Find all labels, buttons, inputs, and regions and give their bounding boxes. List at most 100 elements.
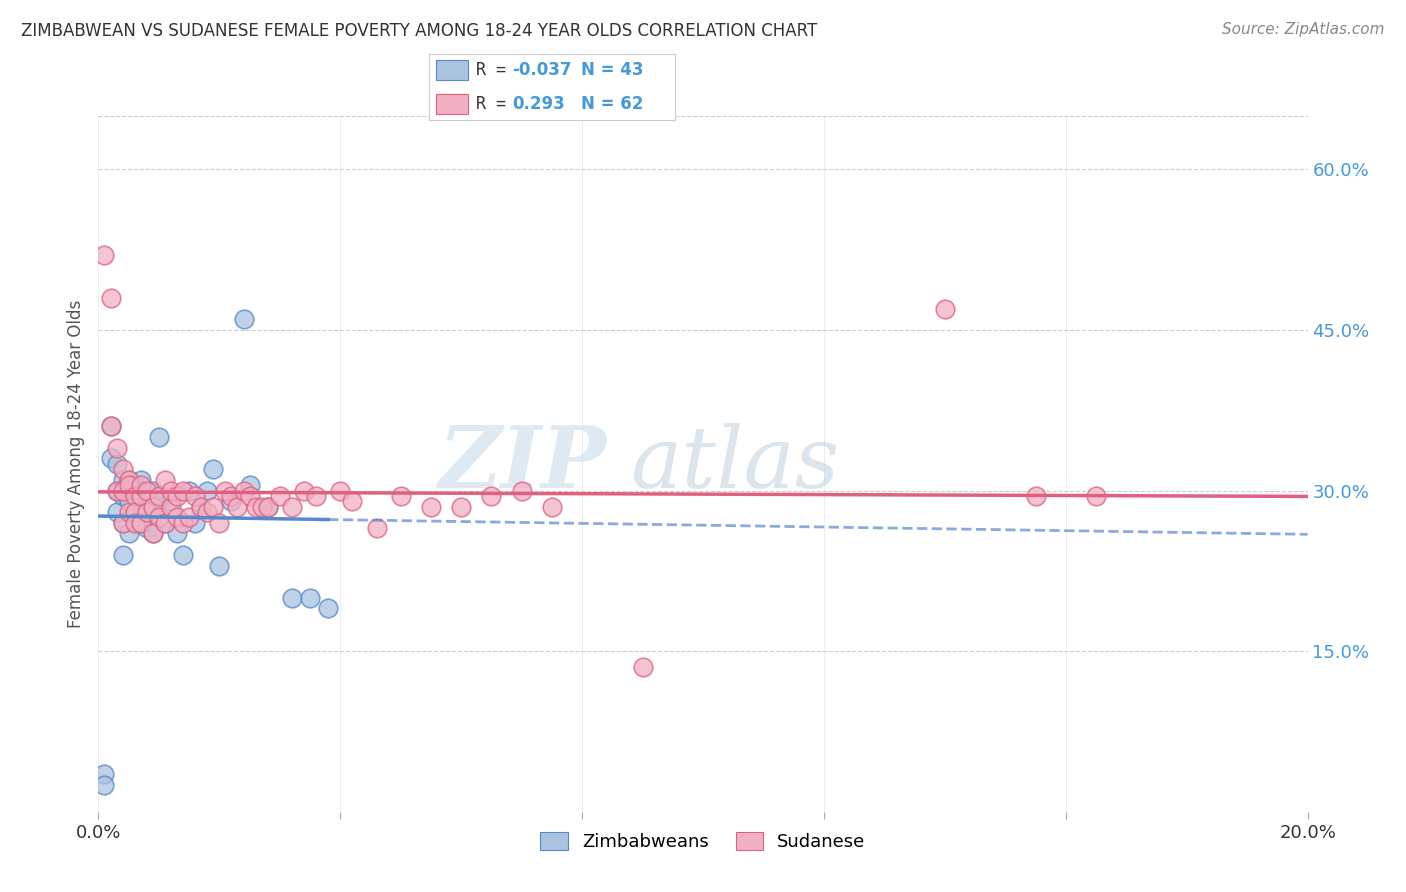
- Text: R =: R =: [475, 62, 516, 79]
- Point: [118, 505, 141, 519]
- FancyBboxPatch shape: [436, 94, 468, 114]
- Point: [221, 489, 243, 503]
- Point: [1085, 489, 1108, 503]
- Point: [124, 478, 146, 492]
- Point: [105, 483, 128, 498]
- Point: [153, 473, 176, 487]
- Point: [124, 516, 146, 530]
- Point: [124, 505, 146, 519]
- Point: [153, 516, 176, 530]
- Point: [179, 483, 201, 498]
- Point: [93, 248, 115, 262]
- Point: [221, 494, 243, 508]
- Point: [202, 500, 225, 514]
- Point: [1024, 489, 1046, 503]
- Point: [111, 473, 134, 487]
- Point: [105, 457, 128, 471]
- Point: [250, 500, 273, 514]
- Point: [135, 521, 157, 535]
- Point: [184, 489, 207, 503]
- Point: [111, 462, 134, 476]
- Text: ZIP: ZIP: [439, 422, 606, 506]
- Point: [148, 494, 170, 508]
- Point: [105, 505, 128, 519]
- Point: [256, 500, 278, 514]
- Point: [105, 483, 128, 498]
- Point: [166, 510, 188, 524]
- Point: [135, 505, 157, 519]
- Point: [172, 516, 194, 530]
- Point: [129, 516, 152, 530]
- Point: [202, 462, 225, 476]
- Point: [631, 660, 654, 674]
- Text: N = 62: N = 62: [582, 95, 644, 112]
- Point: [111, 548, 134, 562]
- Point: [305, 489, 328, 503]
- Point: [160, 483, 183, 498]
- Point: [292, 483, 315, 498]
- Text: R =: R =: [475, 95, 516, 112]
- Point: [232, 312, 254, 326]
- Point: [166, 526, 188, 541]
- Point: [105, 441, 128, 455]
- Point: [934, 301, 956, 316]
- Point: [232, 483, 254, 498]
- Point: [118, 483, 141, 498]
- Point: [148, 430, 170, 444]
- Text: ZIMBABWEAN VS SUDANESE FEMALE POVERTY AMONG 18-24 YEAR OLDS CORRELATION CHART: ZIMBABWEAN VS SUDANESE FEMALE POVERTY AM…: [21, 22, 817, 40]
- Point: [245, 500, 267, 514]
- Point: [100, 419, 122, 434]
- Point: [118, 473, 141, 487]
- Point: [129, 516, 152, 530]
- Y-axis label: Female Poverty Among 18-24 Year Olds: Female Poverty Among 18-24 Year Olds: [66, 300, 84, 628]
- Point: [342, 494, 364, 508]
- Text: atlas: atlas: [630, 423, 839, 505]
- Point: [239, 478, 262, 492]
- Point: [195, 505, 218, 519]
- Legend: Zimbabweans, Sudanese: Zimbabweans, Sudanese: [533, 824, 873, 858]
- Point: [239, 489, 262, 503]
- Point: [269, 489, 291, 503]
- Point: [256, 500, 278, 514]
- Point: [226, 500, 249, 514]
- Point: [281, 591, 304, 605]
- Point: [195, 483, 218, 498]
- Point: [190, 500, 212, 514]
- Point: [281, 500, 304, 514]
- Point: [118, 494, 141, 508]
- Point: [111, 483, 134, 498]
- Point: [118, 478, 141, 492]
- Point: [142, 500, 165, 514]
- Point: [316, 601, 339, 615]
- Point: [100, 419, 122, 434]
- Point: [129, 489, 152, 503]
- Text: -0.037: -0.037: [512, 62, 572, 79]
- Point: [208, 558, 231, 573]
- Point: [111, 489, 134, 503]
- Point: [100, 291, 122, 305]
- Point: [160, 500, 183, 514]
- Point: [299, 591, 322, 605]
- Point: [481, 489, 503, 503]
- Text: Source: ZipAtlas.com: Source: ZipAtlas.com: [1222, 22, 1385, 37]
- Text: N = 43: N = 43: [582, 62, 644, 79]
- Point: [129, 478, 152, 492]
- Point: [118, 473, 141, 487]
- Point: [135, 483, 157, 498]
- Point: [93, 767, 115, 781]
- Point: [190, 500, 212, 514]
- Point: [129, 483, 152, 498]
- Point: [100, 451, 122, 466]
- Point: [129, 473, 152, 487]
- Point: [148, 510, 170, 524]
- Point: [118, 526, 141, 541]
- Point: [111, 516, 134, 530]
- Point: [166, 489, 188, 503]
- Point: [179, 510, 201, 524]
- Point: [389, 489, 412, 503]
- Point: [208, 516, 231, 530]
- Point: [148, 489, 170, 503]
- Point: [124, 505, 146, 519]
- Point: [184, 516, 207, 530]
- Point: [366, 521, 388, 535]
